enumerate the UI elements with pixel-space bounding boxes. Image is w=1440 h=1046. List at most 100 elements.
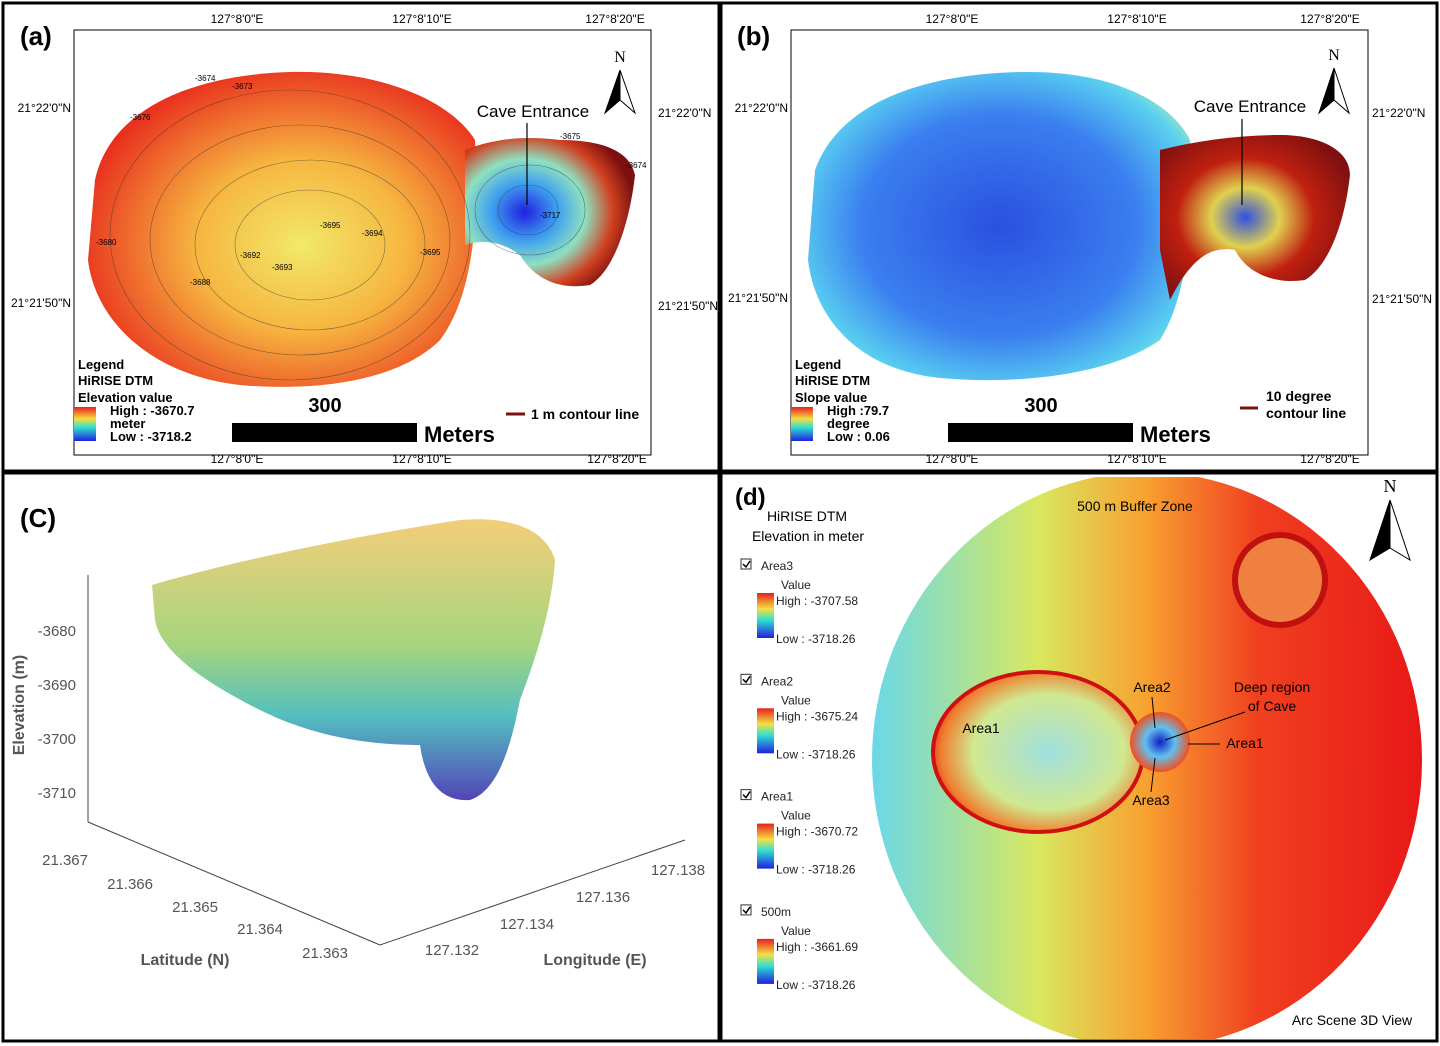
lon-label: 127°8'10"E bbox=[1107, 12, 1166, 26]
contour-legend: contour line bbox=[1266, 405, 1346, 421]
checkbox[interactable] bbox=[740, 558, 752, 570]
legend-low: Low : -3718.26 bbox=[776, 747, 856, 761]
legend-high: High : -3670.72 bbox=[776, 825, 858, 839]
legend-unit: degree bbox=[827, 416, 870, 431]
scale-value: 300 bbox=[1024, 395, 1057, 417]
map-frame bbox=[73, 29, 652, 456]
leader bbox=[1164, 711, 1246, 741]
lat-label: 21°21'50"N bbox=[11, 296, 71, 310]
panel-label: (C) bbox=[20, 503, 56, 533]
legend-layer: HiRISE DTM bbox=[795, 373, 870, 388]
lon-label: 127°8'20"E bbox=[585, 12, 644, 26]
check-mark bbox=[742, 675, 751, 684]
scale-unit: Meters bbox=[424, 422, 495, 447]
lon-tick: 127.132 bbox=[425, 942, 479, 959]
north-arrow bbox=[1389, 499, 1411, 562]
cave-label: Cave Entrance bbox=[477, 102, 589, 121]
panel-frame bbox=[719, 1, 1439, 473]
contour-label: -3694 bbox=[362, 229, 383, 238]
north-label: N bbox=[1328, 47, 1340, 64]
legend-ramp bbox=[757, 708, 774, 754]
scene bbox=[724, 477, 1422, 1039]
legend-high: High : -3661.69 bbox=[776, 940, 858, 954]
legend-title: HiRISE DTM bbox=[767, 508, 847, 524]
leader-lines bbox=[1150, 696, 1246, 793]
contour-legend: 1 m contour line bbox=[531, 406, 639, 422]
legend-high: High :79.7 bbox=[827, 403, 889, 418]
layer-field: Value bbox=[781, 578, 811, 592]
cave-area bbox=[1130, 712, 1190, 772]
lon-label: 127°8'10"E bbox=[1107, 452, 1166, 466]
check-mark bbox=[742, 906, 751, 915]
contour-label: -3676 bbox=[130, 113, 151, 122]
panel-frame bbox=[719, 471, 1439, 1043]
scale-bar bbox=[232, 423, 417, 442]
layer-field: Value bbox=[781, 693, 811, 707]
z-tick: -3710 bbox=[38, 785, 76, 802]
north-label: N bbox=[1384, 476, 1397, 496]
contour bbox=[194, 159, 426, 331]
legend-ramp bbox=[791, 407, 813, 441]
legend-field: Slope value bbox=[795, 390, 867, 405]
panel-a: (a) 127°8'0"E 127°8'10"E 127°8'20"E 127°… bbox=[11, 12, 718, 466]
lat-label: 21°22'0"N bbox=[658, 106, 711, 120]
scale-bar bbox=[948, 423, 1133, 442]
legend-low: Low : -3718.26 bbox=[776, 632, 856, 646]
lon-label: 127°8'0"E bbox=[211, 12, 264, 26]
north-arrow bbox=[1333, 67, 1351, 115]
north-arrow bbox=[1317, 67, 1335, 115]
panel-frame bbox=[1, 1, 721, 473]
legend-low: Low : -3718.26 bbox=[776, 978, 856, 992]
north-arrow bbox=[603, 69, 621, 115]
legend-high: High : -3675.24 bbox=[776, 709, 858, 723]
lat-tick: 21.364 bbox=[237, 921, 283, 938]
layer-name: Area3 bbox=[761, 559, 793, 573]
contour bbox=[474, 164, 586, 256]
legend-title: Legend bbox=[78, 357, 124, 372]
point-cloud bbox=[152, 519, 555, 801]
lat-tick: 21.367 bbox=[42, 852, 88, 869]
north-label: N bbox=[614, 49, 626, 66]
checkbox[interactable] bbox=[740, 789, 752, 801]
contour-label: -3673 bbox=[232, 82, 253, 91]
cave-slope bbox=[1160, 135, 1350, 300]
north-arrow bbox=[619, 69, 637, 115]
contour bbox=[149, 124, 451, 356]
legend-bg bbox=[724, 640, 872, 1039]
z-label: Elevation (m) bbox=[11, 655, 28, 755]
checkbox[interactable] bbox=[740, 904, 752, 916]
contour-label: -3688 bbox=[190, 278, 211, 287]
contour-label: -3674 bbox=[195, 74, 216, 83]
contour-label: -3695 bbox=[320, 221, 341, 230]
leader bbox=[1151, 696, 1156, 729]
legend-ramp bbox=[757, 823, 774, 869]
lon-label: 127°8'10"E bbox=[392, 452, 451, 466]
cave-surface bbox=[465, 138, 635, 287]
lat-label: 21°22'0"N bbox=[735, 101, 788, 115]
contour-label: -3695 bbox=[420, 248, 441, 257]
lat-tick: 21.363 bbox=[302, 945, 348, 962]
lon-tick: 127.136 bbox=[576, 889, 630, 906]
panel-b: (b) 127°8'0"E 127°8'10"E 127°8'20"E 127°… bbox=[728, 12, 1432, 466]
contour-label: -3717 bbox=[540, 211, 561, 220]
contour-label: -3692 bbox=[240, 251, 261, 260]
layer-field: Value bbox=[781, 924, 811, 938]
legend-title: Elevation in meter bbox=[752, 528, 864, 544]
check-mark bbox=[742, 560, 751, 569]
legend-unit: meter bbox=[110, 416, 145, 431]
contour bbox=[497, 184, 559, 236]
north-arrow bbox=[1369, 499, 1391, 562]
legend-ramp bbox=[74, 407, 96, 441]
area-label: Area1 bbox=[962, 720, 1000, 736]
leader bbox=[1150, 757, 1156, 793]
scale-value: 300 bbox=[308, 395, 341, 417]
checkbox[interactable] bbox=[740, 673, 752, 685]
lat-label: 21°22'0"N bbox=[18, 101, 71, 115]
lon-label: 127°8'0"E bbox=[926, 12, 979, 26]
legend-ramp bbox=[757, 938, 774, 984]
contour-label: -3680 bbox=[96, 238, 117, 247]
legend-high: High : -3707.58 bbox=[776, 594, 858, 608]
z-tick: -3690 bbox=[38, 677, 76, 694]
map-frame bbox=[790, 29, 1369, 456]
